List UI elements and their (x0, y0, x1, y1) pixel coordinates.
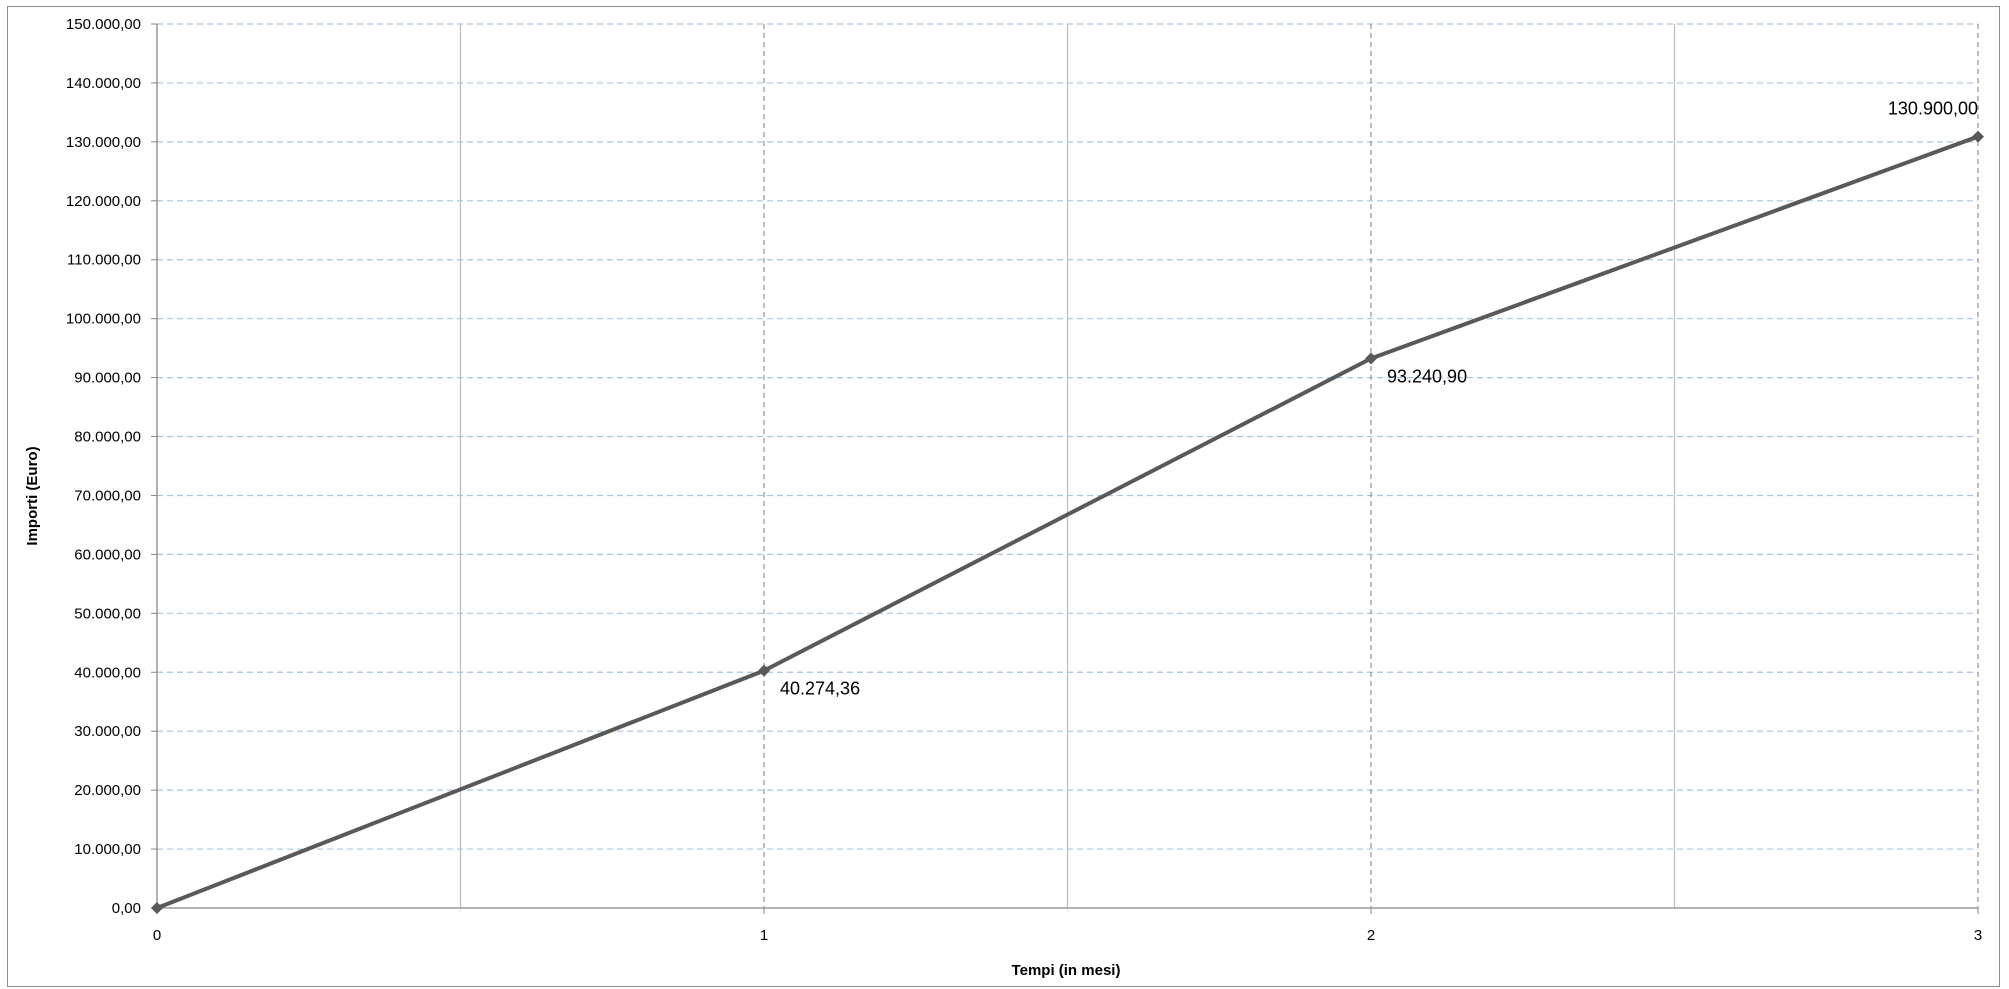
y-tick-label: 20.000,00 (74, 782, 141, 799)
y-tick-label: 140.000,00 (66, 75, 141, 92)
y-tick-label: 40.000,00 (74, 664, 141, 681)
label-layer: 40.274,36 93.240,90 130.900,00 (780, 99, 1978, 699)
y-tick-label: 60.000,00 (74, 546, 141, 563)
chart-frame (7, 6, 2000, 987)
y-axis-title: Importi (Euro) (24, 446, 41, 545)
y-tick-label: 10.000,00 (74, 841, 141, 858)
data-point-marker (1972, 130, 1984, 143)
x-tick-label: 3 (1974, 927, 1982, 944)
data-point-marker (1365, 352, 1377, 365)
y-tick-label: 100.000,00 (66, 311, 141, 328)
data-label: 130.900,00 (1888, 99, 1978, 119)
y-tick-label: 120.000,00 (66, 193, 141, 210)
x-axis-title: Tempi (in mesi) (1012, 962, 1121, 979)
series-line (156, 134, 1979, 910)
x-tick-label: 1 (760, 927, 768, 944)
data-point-marker (758, 664, 770, 677)
axis-layer: 0,00 10.000,00 20.000,00 30.000,00 40.000,00… (66, 16, 1982, 944)
y-tick-label: 70.000,00 (74, 487, 141, 504)
grid-layer (157, 23, 1979, 908)
y-tick-label: 30.000,00 (74, 723, 141, 740)
y-tick-label: 0,00 (112, 900, 141, 917)
x-tick-label: 2 (1367, 927, 1375, 944)
x-tick-label: 0 (153, 927, 161, 944)
data-label: 40.274,36 (780, 679, 860, 699)
data-label: 93.240,90 (1387, 367, 1467, 387)
y-tick-label: 50.000,00 (74, 605, 141, 622)
y-tick-label: 130.000,00 (66, 134, 141, 151)
y-tick-label: 150.000,00 (66, 16, 141, 33)
data-point-marker (151, 902, 163, 914)
y-tick-label: 80.000,00 (74, 429, 141, 446)
y-tick-label: 90.000,00 (74, 370, 141, 387)
series-layer (151, 130, 1984, 914)
y-tick-label: 110.000,00 (67, 252, 141, 269)
